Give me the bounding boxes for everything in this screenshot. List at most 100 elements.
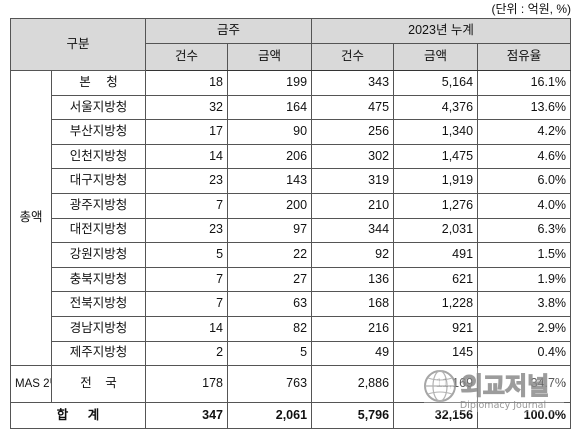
ytd-amount-cell: 11,169	[393, 365, 479, 404]
mas-row: MAS 2단계 전 국 178 763 2,886 11,169 34.7%	[10, 365, 572, 404]
row-name: 본 청	[50, 70, 147, 96]
ytd-amount-cell: 2,031	[393, 217, 479, 244]
week-amount-cell: 206	[227, 143, 313, 170]
header-share: 점유율	[477, 43, 572, 71]
share-cell: 3.8%	[477, 291, 572, 317]
ytd-count-cell: 344	[311, 217, 395, 244]
table-row: 경남지방청 14 82 216 921 2.9%	[11, 315, 572, 342]
total-share: 100.0%	[477, 402, 572, 430]
week-count-cell: 18	[145, 70, 229, 96]
header-ytd: 2023년 누계	[311, 18, 572, 44]
week-count-cell: 7	[145, 192, 229, 219]
table-row: 전북지방청 7 63 168 1,228 3.8%	[11, 291, 572, 317]
ytd-amount-cell: 491	[393, 242, 479, 268]
row-name: 경남지방청	[50, 315, 147, 342]
unit-note: (단위 : 억원, %)	[491, 2, 572, 16]
group-label-total: 총액	[10, 69, 52, 367]
ytd-amount-cell: 1,919	[393, 168, 479, 194]
share-cell: 1.5%	[477, 242, 572, 268]
week-count-cell: 14	[145, 315, 229, 342]
share-cell: 1.9%	[477, 266, 572, 293]
table-row: 충북지방청 7 27 136 621 1.9%	[11, 266, 572, 293]
share-cell: 2.9%	[477, 315, 572, 342]
ytd-count-cell: 210	[311, 192, 395, 219]
week-count-cell: 17	[145, 119, 229, 145]
share-cell: 6.3%	[477, 217, 572, 244]
week-amount-cell: 199	[227, 70, 313, 96]
table-row: 제주지방청 2 5 49 145 0.4%	[11, 340, 572, 367]
statistics-table: 구분 금주 2023년 누계 건수 금액 건수 금액 점유율 총액 본 청 18…	[9, 18, 572, 430]
share-cell: 4.6%	[477, 143, 572, 170]
ytd-amount-cell: 1,340	[393, 119, 479, 145]
week-amount-cell: 97	[227, 217, 313, 244]
week-count-cell: 7	[145, 291, 229, 317]
ytd-count-cell: 475	[311, 94, 395, 121]
table-row: 인천지방청 14 206 302 1,475 4.6%	[11, 143, 572, 170]
row-name: 강원지방청	[50, 242, 147, 268]
ytd-count-cell: 49	[311, 340, 395, 367]
ytd-amount-cell: 1,228	[393, 291, 479, 317]
ytd-count-cell: 302	[311, 143, 395, 170]
total-week-count: 347	[145, 402, 229, 430]
week-amount-cell: 763	[227, 365, 313, 404]
ytd-count-cell: 2,886	[311, 365, 395, 404]
week-count-cell: 2	[145, 340, 229, 367]
ytd-count-cell: 319	[311, 168, 395, 194]
header-week-count: 건수	[145, 43, 229, 71]
table-row: 강원지방청 5 22 92 491 1.5%	[11, 242, 572, 268]
week-count-cell: 7	[145, 266, 229, 293]
row-name: 전북지방청	[50, 291, 147, 317]
share-cell: 0.4%	[477, 340, 572, 367]
week-amount-cell: 90	[227, 119, 313, 145]
row-name: 충북지방청	[50, 266, 147, 293]
total-ytd-count: 5,796	[311, 402, 395, 430]
ytd-amount-cell: 145	[393, 340, 479, 367]
week-count-cell: 14	[145, 143, 229, 170]
ytd-amount-cell: 621	[393, 266, 479, 293]
week-amount-cell: 27	[227, 266, 313, 293]
ytd-count-cell: 216	[311, 315, 395, 342]
week-amount-cell: 164	[227, 94, 313, 121]
ytd-count-cell: 92	[311, 242, 395, 268]
total-ytd-amount: 32,156	[393, 402, 479, 430]
row-name: 대전지방청	[50, 217, 147, 244]
week-count-cell: 23	[145, 168, 229, 194]
row-name: 제주지방청	[50, 340, 147, 367]
header-week: 금주	[145, 18, 313, 44]
ytd-count-cell: 256	[311, 119, 395, 145]
group-label-mas: MAS 2단계	[10, 365, 52, 404]
share-cell: 16.1%	[477, 70, 572, 96]
header-category: 구분	[9, 18, 147, 71]
row-name: 대구지방청	[50, 168, 147, 194]
week-amount-cell: 200	[227, 192, 313, 219]
share-cell: 4.0%	[477, 192, 572, 219]
header-row-top: 구분 금주 2023년 누계	[9, 18, 572, 71]
ytd-amount-cell: 5,164	[393, 70, 479, 96]
header-ytd-count: 건수	[311, 43, 395, 71]
table-row: 대구지방청 23 143 319 1,919 6.0%	[11, 168, 572, 194]
week-count-cell: 23	[145, 217, 229, 244]
week-amount-cell: 82	[227, 315, 313, 342]
ytd-amount-cell: 4,376	[393, 94, 479, 121]
table-row: 부산지방청 17 90 256 1,340 4.2%	[11, 119, 572, 145]
week-amount-cell: 5	[227, 340, 313, 367]
ytd-count-cell: 136	[311, 266, 395, 293]
share-cell: 4.2%	[477, 119, 572, 145]
table-row: 대전지방청 23 97 344 2,031 6.3%	[11, 217, 572, 244]
ytd-amount-cell: 921	[393, 315, 479, 342]
row-name: 서울지방청	[50, 94, 147, 121]
week-count-cell: 5	[145, 242, 229, 268]
header-row-sub: 건수 금액 건수 금액 점유율	[11, 43, 572, 71]
total-week-amount: 2,061	[227, 402, 313, 430]
ytd-count-cell: 168	[311, 291, 395, 317]
ytd-amount-cell: 1,475	[393, 143, 479, 170]
week-count-cell: 178	[145, 365, 229, 404]
total-row: 합 계 347 2,061 5,796 32,156 100.0%	[9, 402, 572, 430]
header-ytd-amount: 금액	[393, 43, 479, 71]
row-name: 부산지방청	[50, 119, 147, 145]
share-cell: 34.7%	[477, 365, 572, 404]
ytd-amount-cell: 1,276	[393, 192, 479, 219]
share-cell: 13.6%	[477, 94, 572, 121]
row-name: 전 국	[50, 365, 147, 404]
